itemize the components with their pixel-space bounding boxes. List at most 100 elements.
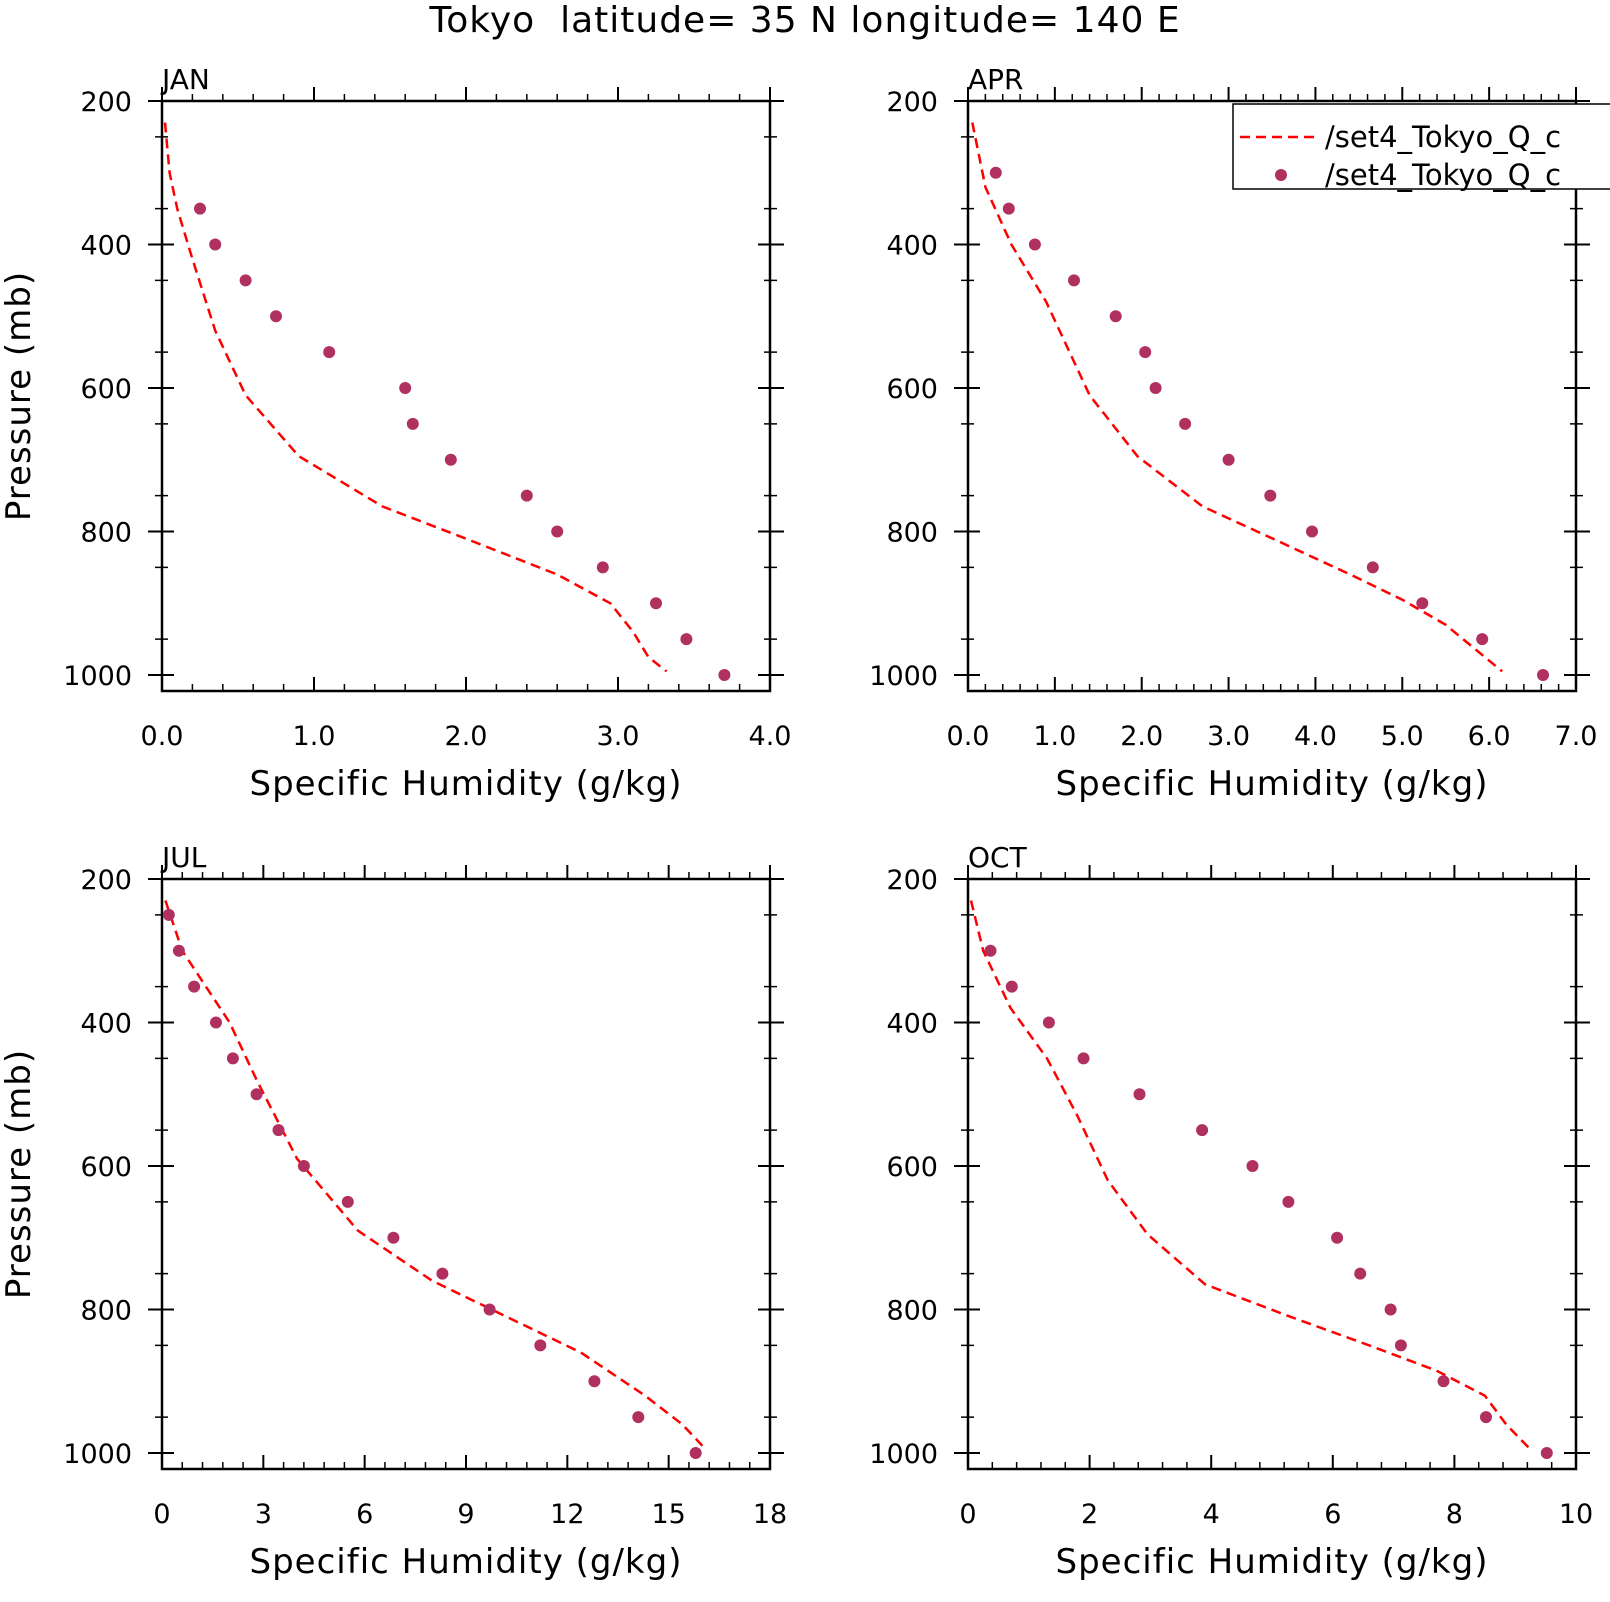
- panel-oct: OCT 0 2 4 6 8 10 200 400 600 800 1000 Specific Humid…: [869, 841, 1593, 1582]
- y-tick-label: 800: [886, 518, 938, 549]
- panel-jan: JAN 0.0 1.0 2.0 3.0 4.0 200 400 600 800 1000 Specif…: [0, 63, 791, 804]
- x-tick-label: 1.0: [1033, 721, 1076, 752]
- x-axis-label: Specific Humidity (g/kg): [250, 1542, 683, 1582]
- x-tick-label: 3.0: [1207, 721, 1250, 752]
- observation-point: [1437, 1375, 1450, 1388]
- legend-dot-label: /set4_Tokyo_Q_c: [1325, 158, 1561, 192]
- panel-label: JUL: [160, 841, 207, 874]
- observation-point: [596, 561, 609, 574]
- panel-label: APR: [968, 63, 1024, 96]
- model-profile-line: [971, 122, 1503, 673]
- observation-point: [172, 944, 185, 957]
- x-tick-label: 0: [959, 1499, 976, 1530]
- observation-point: [272, 1124, 285, 1137]
- y-tick-label: 400: [886, 1009, 938, 1040]
- observation-point: [1416, 597, 1429, 610]
- observation-point: [1005, 980, 1018, 993]
- observation-point: [1354, 1267, 1367, 1280]
- y-tick-label: 200: [80, 87, 132, 118]
- x-tick-label: 0: [153, 1499, 170, 1530]
- y-tick-label: 400: [80, 231, 132, 262]
- observation-point: [1068, 274, 1080, 287]
- observation-point: [1264, 489, 1277, 502]
- observation-point: [588, 1375, 601, 1388]
- observation-point: [209, 238, 222, 251]
- y-tick-label: 1000: [869, 661, 938, 692]
- model-profile-line: [163, 122, 668, 673]
- model-profile-line: [969, 900, 1532, 1451]
- observation-point: [520, 489, 533, 502]
- y-tick-label: 800: [886, 1296, 938, 1327]
- observation-point: [162, 908, 175, 921]
- observation-point: [1149, 382, 1162, 394]
- x-axis-label: Specific Humidity (g/kg): [250, 764, 683, 804]
- legend-box: [1232, 103, 1610, 190]
- y-tick-label: 600: [886, 1152, 938, 1183]
- observation-point: [1282, 1195, 1295, 1208]
- x-tick-label: 9: [457, 1499, 474, 1530]
- main-title: Tokyo latitude= 35 N longitude= 140 E: [428, 0, 1180, 41]
- observation-point: [632, 1411, 645, 1424]
- y-tick-label: 200: [80, 865, 132, 896]
- panel-label: OCT: [968, 841, 1028, 874]
- plot-frame: [966, 877, 1578, 1471]
- x-tick-label: 6: [356, 1499, 373, 1530]
- observation-point: [226, 1052, 239, 1065]
- observation-point: [551, 525, 564, 538]
- observation-point: [1109, 310, 1122, 323]
- x-tick-label: 4.0: [1294, 721, 1337, 752]
- observation-point: [323, 346, 336, 359]
- y-axis-label: Pressure (mb): [0, 1049, 39, 1299]
- y-axis-label: Pressure (mb): [0, 271, 39, 521]
- x-tick-label: 4: [1203, 1499, 1220, 1530]
- y-tick-label: 800: [80, 1296, 132, 1327]
- observation-point: [436, 1267, 449, 1280]
- observation-point: [1366, 561, 1379, 574]
- observation-point: [534, 1339, 547, 1352]
- x-tick-label: 15: [651, 1499, 685, 1530]
- panel-jul: JUL 0 3 6 9 12 15 18 200 400 600 800 1000 Specific Hu…: [0, 841, 787, 1582]
- x-tick-label: 2: [1081, 1499, 1098, 1530]
- observation-point: [1540, 1447, 1553, 1459]
- observation-point: [297, 1160, 310, 1172]
- y-tick-label: 600: [80, 374, 132, 405]
- x-tick-label: 12: [550, 1499, 584, 1530]
- panel-apr: APR 0.0 1.0 2.0 3.0 4.0 5.0 6.0 7.0 200 400 600 800 1…: [869, 63, 1597, 804]
- observation-point: [341, 1195, 354, 1208]
- observation-point: [680, 633, 693, 646]
- observation-point: [1028, 238, 1041, 251]
- observation-point: [194, 202, 206, 215]
- observation-point: [188, 980, 201, 993]
- x-tick-label: 18: [753, 1499, 787, 1530]
- y-tick-label: 200: [886, 87, 938, 118]
- observation-point: [1133, 1088, 1146, 1101]
- observation-point: [1042, 1016, 1055, 1029]
- model-profile-line: [164, 900, 704, 1447]
- panel-label: JAN: [160, 63, 210, 96]
- observation-point: [399, 382, 412, 394]
- observation-point: [1077, 1052, 1090, 1065]
- y-tick-label: 600: [886, 374, 938, 405]
- observation-point: [483, 1303, 496, 1316]
- observation-point: [1179, 417, 1192, 430]
- observation-point: [387, 1231, 400, 1244]
- x-tick-label: 2.0: [445, 721, 488, 752]
- x-tick-label: 1.0: [293, 721, 336, 752]
- y-tick-label: 400: [886, 231, 938, 262]
- x-tick-label: 0.0: [141, 721, 184, 752]
- observation-point: [718, 669, 731, 681]
- observation-point: [984, 944, 997, 957]
- observation-point: [270, 310, 282, 323]
- observation-point: [239, 274, 252, 287]
- y-tick-label: 600: [80, 1152, 132, 1183]
- observation-point: [1002, 202, 1015, 215]
- x-tick-label: 6: [1324, 1499, 1341, 1530]
- x-tick-label: 3: [255, 1499, 272, 1530]
- legend: /set4_Tokyo_Q_c /set4_Tokyo_Q_c: [1232, 103, 1610, 192]
- observation-point: [1331, 1231, 1344, 1244]
- y-tick-label: 1000: [63, 1439, 132, 1470]
- observation-point: [1384, 1303, 1397, 1316]
- plot-frame: [160, 99, 772, 693]
- x-tick-label: 8: [1446, 1499, 1463, 1530]
